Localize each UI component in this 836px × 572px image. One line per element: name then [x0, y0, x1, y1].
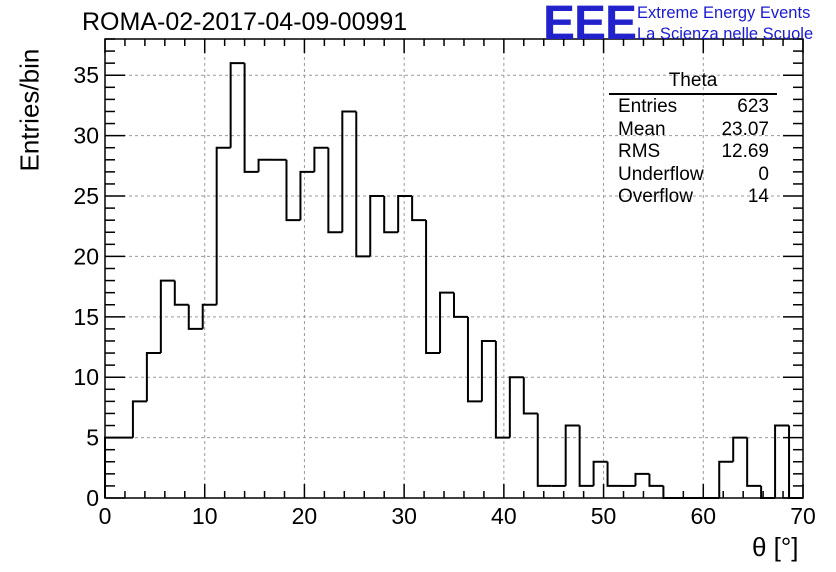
y-tick-label: 25 — [73, 183, 99, 209]
y-tick-label: 5 — [86, 425, 99, 451]
x-tick-label: 50 — [591, 503, 617, 529]
x-tick-label: 40 — [491, 503, 517, 529]
histogram-bin — [159, 279, 175, 354]
stats-box: Theta Entries 623 Mean 23.07 RMS 12.69 U… — [609, 70, 777, 209]
stats-label: Mean — [618, 118, 666, 140]
y-tick-label: 35 — [73, 62, 99, 88]
histogram-bin — [564, 424, 580, 486]
stats-label: Overflow — [618, 186, 693, 208]
histogram-bin — [592, 460, 608, 486]
stats-value: 14 — [747, 186, 769, 208]
y-tick-label: 15 — [73, 304, 99, 330]
histogram-bin — [480, 339, 496, 402]
stats-value: 12.69 — [721, 141, 769, 163]
y-tick-label: 10 — [73, 364, 99, 390]
stats-row-overflow: Overflow 14 — [609, 186, 777, 209]
stats-value: 23.07 — [721, 118, 769, 140]
x-tick-label: 20 — [292, 503, 318, 529]
x-axis-label: θ [°] — [752, 532, 799, 562]
y-tick-label: 0 — [86, 485, 99, 511]
stats-label: RMS — [618, 141, 661, 163]
histogram-bin — [327, 147, 343, 234]
stats-row-underflow: Underflow 0 — [609, 164, 777, 187]
logo-subtitle-line2: La Scienza nelle Scuole — [637, 25, 814, 43]
histogram-bin — [187, 304, 203, 330]
stats-row-mean: Mean 23.07 — [609, 119, 777, 142]
histogram-bin — [662, 485, 678, 499]
histogram-bin — [131, 400, 147, 438]
histogram-bin — [229, 62, 245, 148]
histogram-bin — [494, 340, 510, 439]
histogram-bin — [341, 110, 357, 233]
histogram-bin — [453, 292, 468, 318]
histogram-bin — [634, 472, 650, 486]
histogram-bin — [313, 146, 329, 172]
histogram-bin — [243, 63, 259, 173]
histogram-bin — [145, 352, 161, 402]
stats-title: Theta — [609, 70, 777, 95]
histogram-bin — [355, 111, 371, 258]
histogram-bin — [257, 158, 273, 172]
histogram-bin — [606, 461, 622, 487]
histogram-bin — [173, 280, 189, 306]
histogram-bin — [397, 195, 413, 233]
histogram-bin — [439, 291, 454, 354]
stats-value: 0 — [758, 163, 769, 185]
histogram-bin — [369, 195, 385, 257]
x-tick-label: 30 — [391, 503, 417, 529]
histogram-bin — [536, 413, 552, 487]
histogram-bin — [578, 425, 594, 487]
histogram-bin — [383, 196, 399, 234]
x-tick-label: 0 — [99, 503, 112, 529]
stats-label: Underflow — [618, 163, 704, 185]
x-tick-label: 10 — [192, 503, 218, 529]
histogram-bin — [466, 316, 482, 403]
chart-title: ROMA-02-2017-04-09-00991 — [82, 8, 408, 36]
histogram-bin — [201, 303, 217, 329]
histogram-bin — [648, 473, 664, 487]
histogram-bin — [522, 377, 538, 415]
stats-value: 623 — [737, 96, 769, 117]
histogram-bin — [774, 424, 790, 498]
histogram-bin — [746, 437, 762, 487]
histogram-bin — [411, 196, 427, 222]
y-axis-label: Entries/bin — [14, 48, 45, 172]
histogram-bin — [215, 146, 231, 305]
stats-row-rms: RMS 12.69 — [609, 141, 777, 164]
x-tick-label: 60 — [690, 503, 716, 529]
stats-row-entries: Entries 623 — [609, 96, 777, 119]
histogram-bin — [732, 436, 748, 462]
histogram-bin — [718, 460, 734, 498]
histogram-bin — [508, 376, 524, 438]
logo-subtitle-line1: Extreme Energy Events — [637, 4, 811, 22]
histogram-bin — [285, 159, 301, 222]
y-tick-label: 30 — [73, 123, 99, 149]
histogram-bin — [299, 170, 315, 221]
x-tick-label: 70 — [790, 503, 816, 529]
histogram-bin — [104, 436, 119, 498]
stats-label: Entries — [618, 96, 678, 117]
histogram-bin — [425, 220, 441, 355]
y-tick-label: 20 — [73, 243, 99, 269]
eee-logo: EEE — [543, 0, 637, 50]
